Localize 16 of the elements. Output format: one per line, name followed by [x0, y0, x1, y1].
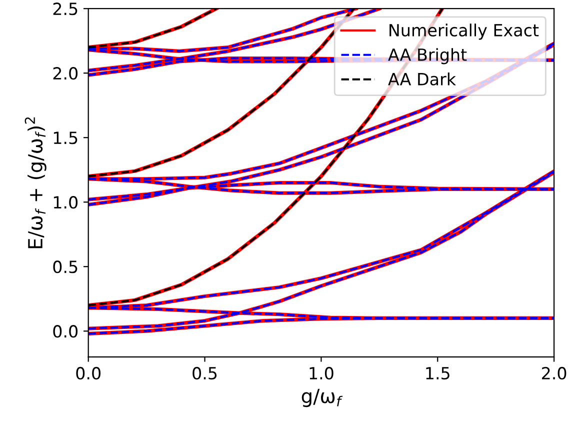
y-tick-label: 0.5 [53, 260, 78, 274]
legend-label: AA Dark [388, 72, 456, 86]
y-tick-label: 2.0 [53, 67, 78, 80]
legend-label: Numerically Exact [390, 24, 539, 40]
x-tick-label: 1.5 [426, 367, 450, 380]
x-tick-label: 2.0 [542, 366, 566, 380]
y-tick-label: 0.0 [53, 325, 78, 338]
x-axis-title: g/ω$_{f}$ [302, 388, 343, 408]
y-tick-label: 2.5 [53, 2, 78, 16]
x-tick-label: 0.5 [192, 366, 217, 380]
x-tick-label: 0.0 [76, 366, 100, 380]
legend-label: AA Bright [388, 48, 467, 64]
y-tick-label: 1.0 [54, 196, 78, 209]
y-axis-title: E/ω$_{f}$ + (g/ω$_{f}$)$^{2}$ [24, 117, 46, 248]
y-tick-label: 1.5 [54, 132, 78, 144]
x-tick-label: 1.0 [310, 366, 334, 380]
